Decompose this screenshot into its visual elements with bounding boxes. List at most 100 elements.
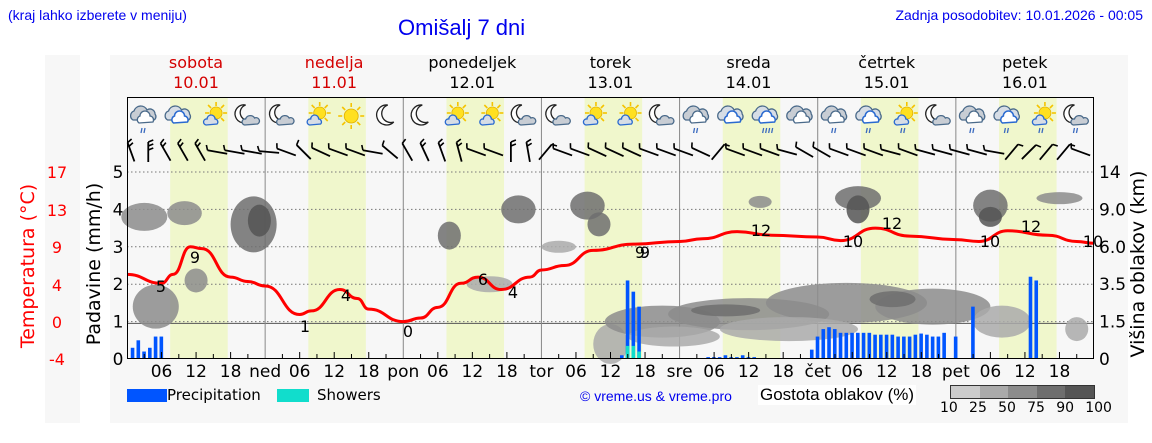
wind-barb-icon xyxy=(222,144,245,155)
precipitation-bar xyxy=(153,336,158,359)
wind-barb-icon xyxy=(419,138,430,162)
wind-barb-icon xyxy=(455,138,463,162)
day-date: 11.01 xyxy=(311,73,358,92)
precipitation-bar xyxy=(856,332,860,359)
rain-drops-icon xyxy=(972,127,975,134)
rain-drops-icon xyxy=(762,127,765,134)
cloud-density-area xyxy=(121,202,168,231)
hour-label: 06 xyxy=(841,362,863,382)
temperature-label: 4 xyxy=(508,283,518,302)
precipitation-bar xyxy=(890,334,895,359)
cloud-height-tick: 3.5 xyxy=(1099,275,1126,295)
wind-barb-icon xyxy=(776,143,798,156)
wind-barb-icon xyxy=(604,142,624,158)
wind-barb-icon xyxy=(381,140,399,160)
density-tick: 75 xyxy=(1027,400,1045,416)
page-title: Omišalj 7 dni xyxy=(398,15,526,40)
wind-barb-icon xyxy=(587,142,607,158)
wind-barb-icon xyxy=(159,138,172,162)
wind-barb-icon xyxy=(1070,143,1091,157)
hour-label: 12 xyxy=(600,362,622,382)
cloud-density-area xyxy=(541,240,576,253)
rain-drops-icon xyxy=(768,127,771,134)
hour-label: 18 xyxy=(772,362,794,382)
precip-axis-label: Padavine (mm/h) xyxy=(83,183,105,346)
rain-drops-icon xyxy=(140,127,143,134)
showers-bar xyxy=(625,345,630,359)
cloud-density-area xyxy=(1036,192,1083,205)
cloud-height-tick: 0 xyxy=(1099,350,1110,370)
precipitation-legend-label: Precipitation xyxy=(167,386,261,404)
wind-barb-icon xyxy=(126,138,136,162)
cloud-density-area xyxy=(846,195,870,224)
cloud-density-area xyxy=(501,195,536,224)
cloud-density-area xyxy=(869,291,916,308)
cloud-density-area xyxy=(132,284,179,329)
hour-label: 12 xyxy=(738,362,760,382)
density-tick: 25 xyxy=(969,400,987,416)
day-date: 12.01 xyxy=(449,73,496,92)
rain-drops-icon xyxy=(969,127,972,134)
copyright-link[interactable]: © vreme.us & vreme.pro xyxy=(580,388,732,404)
day-label-6: petek 16.01 xyxy=(956,53,1094,93)
wind-barb-icon xyxy=(725,143,746,157)
cloud-density-area xyxy=(570,191,605,220)
temperature-tick: -4 xyxy=(49,350,65,369)
precipitation-bar xyxy=(844,332,849,359)
wind-barb-icon xyxy=(361,144,383,155)
precipitation-bar xyxy=(637,306,641,359)
cloud-density-area xyxy=(167,201,202,226)
precip-tick: 2 xyxy=(113,275,124,295)
temperature-label: 12 xyxy=(882,214,902,233)
wind-barb-icon xyxy=(327,143,348,157)
cloud-height-tick: 9.0 xyxy=(1099,200,1126,220)
precip-tick: 0 xyxy=(113,350,124,370)
precipitation-bar xyxy=(148,347,152,359)
hour-label: 06 xyxy=(703,362,725,382)
chart-frame xyxy=(127,97,1094,359)
wind-barb-icon xyxy=(194,138,206,162)
wind-barb-icon xyxy=(759,143,780,157)
precipitation-bar xyxy=(896,336,900,359)
wind-barb-icon xyxy=(483,143,504,157)
day-date: 14.01 xyxy=(725,73,772,92)
day-date: 16.01 xyxy=(1001,73,1048,92)
day-date: 10.01 xyxy=(173,73,219,92)
hour-label: 18 xyxy=(911,362,933,382)
day-short-label: sre xyxy=(667,362,693,382)
rain-drops-icon xyxy=(1072,127,1076,134)
precip-tick: 5 xyxy=(113,163,124,183)
precipitation-bar xyxy=(873,334,877,359)
hour-label: 06 xyxy=(151,362,173,382)
wind-barb-icon xyxy=(569,143,590,157)
hour-label: 12 xyxy=(876,362,898,382)
cloud-density-title: Gostota oblakov (%) xyxy=(758,385,917,405)
precipitation-bar xyxy=(971,306,975,359)
day-short-label: pon xyxy=(387,362,419,382)
showers-bar xyxy=(637,351,641,359)
wind-barb-icon xyxy=(205,144,228,155)
rain-drops-icon xyxy=(1041,127,1044,134)
precipitation-bar xyxy=(625,280,630,359)
rain-drops-icon xyxy=(900,127,903,134)
precipitation-bar xyxy=(1028,276,1033,359)
wind-barb-icon xyxy=(311,142,331,158)
hour-label: 12 xyxy=(1014,362,1036,382)
cloud-density-area xyxy=(691,304,761,317)
precipitation-swatch xyxy=(127,389,167,402)
wind-barb-icon xyxy=(276,143,297,157)
hour-label: 06 xyxy=(289,362,311,382)
rain-drops-icon xyxy=(771,127,774,134)
wind-barb-icon xyxy=(1004,143,1024,161)
wind-barb-icon xyxy=(897,143,918,157)
wind-barb-icon xyxy=(673,143,694,157)
day-label-0: sobota 10.01 xyxy=(127,53,265,93)
wind-barb-icon xyxy=(690,142,711,158)
hour-label: 18 xyxy=(358,362,380,382)
precipitation-bar xyxy=(832,329,837,359)
precipitation-bar xyxy=(159,336,164,359)
precipitation-bar xyxy=(620,355,624,359)
precipitation-bar xyxy=(838,332,843,359)
cloud-density-scale xyxy=(950,385,1095,399)
day-date: 15.01 xyxy=(863,73,910,92)
